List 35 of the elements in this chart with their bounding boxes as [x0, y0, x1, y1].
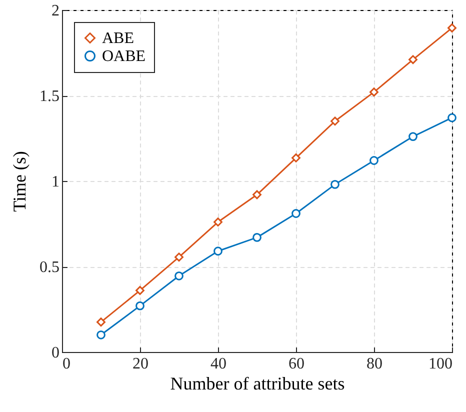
x-tick-label: 40 [210, 356, 226, 372]
point [96, 318, 106, 327]
point [370, 156, 378, 165]
y-tick-label: 0 [52, 344, 60, 362]
point [214, 246, 222, 256]
point [408, 55, 418, 64]
point [136, 301, 144, 310]
legend-label: ABE [102, 30, 134, 47]
point [448, 113, 456, 122]
x-tick-label: 20 [132, 356, 148, 372]
point [330, 180, 340, 189]
x-tick-label: 80 [366, 356, 382, 372]
legend-label: OABE [102, 48, 146, 65]
point [292, 153, 300, 162]
point [174, 252, 184, 262]
point [174, 271, 184, 280]
point [252, 232, 262, 242]
point [370, 88, 378, 97]
y-axis-title: Time (s) [10, 151, 30, 212]
point [448, 23, 456, 32]
point [136, 286, 144, 295]
x-tick-label: 60 [288, 356, 304, 372]
point [330, 116, 340, 126]
x-axis-title: Number of attribute sets [170, 374, 345, 394]
y-tick-label: 1 [52, 174, 60, 190]
y-tick-label: 2 [52, 2, 60, 20]
point [292, 209, 300, 218]
point [408, 132, 418, 141]
y-tick-label: 0.5 [40, 259, 60, 276]
point [252, 190, 262, 200]
x-tick-label: 0 [62, 356, 70, 372]
point [214, 218, 222, 226]
point [96, 330, 106, 340]
x-tick-label: 100 [428, 356, 452, 372]
y-tick-label: 1.5 [40, 88, 60, 105]
